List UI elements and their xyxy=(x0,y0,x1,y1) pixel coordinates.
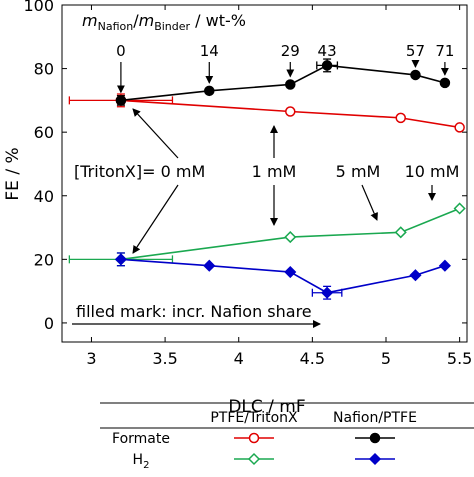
series-line xyxy=(120,207,460,261)
data-point xyxy=(247,452,261,466)
data-point xyxy=(284,265,297,279)
x-tick-label: 5.5 xyxy=(447,349,472,368)
x-axis-label: DLC / mF xyxy=(228,397,305,417)
data-point xyxy=(409,269,422,282)
y-axis-label: FE / % xyxy=(3,147,23,200)
data-point xyxy=(438,259,451,272)
header-sub1: Nafion xyxy=(98,20,134,33)
data-point xyxy=(248,432,260,444)
nafion-share-header: mNafion/mBinder / wt-% xyxy=(82,11,246,33)
data-point xyxy=(368,452,382,466)
nafion-percent-label: 71 xyxy=(435,42,454,60)
data-point xyxy=(203,259,216,272)
data-point xyxy=(369,432,381,444)
series-line xyxy=(120,64,446,102)
data-point xyxy=(394,226,407,239)
y-tick-label: 0 xyxy=(44,314,54,333)
nafion-percent-label: 29 xyxy=(281,42,300,60)
y-tick-label: 100 xyxy=(23,0,54,15)
y-tick-label: 40 xyxy=(34,187,54,206)
nafion-percent-label: 14 xyxy=(200,42,219,60)
data-point xyxy=(284,231,297,244)
filled-mark-note: filled mark: incr. Nafion share xyxy=(76,302,312,321)
legend-row-h2: H2 xyxy=(133,452,150,471)
tritonx-5mm-label: 5 mM xyxy=(336,162,381,181)
y-tick-label: 20 xyxy=(34,250,54,269)
series-formate-ptfe-tritonx xyxy=(115,95,465,133)
legend-col-ptfe-tritonx: PTFE/TritonX xyxy=(210,410,298,426)
data-point xyxy=(410,69,421,81)
legend-row-formate: Formate xyxy=(112,431,170,447)
series-line xyxy=(120,99,460,129)
data-point xyxy=(321,286,334,299)
data-point xyxy=(285,106,296,117)
tritonx-1mm-label: 1 mM xyxy=(252,162,297,181)
legend-col-nafion-ptfe: Nafion/PTFE xyxy=(333,410,417,426)
header-unit: / wt-% xyxy=(190,11,246,30)
arrow-0mm-to-h2 xyxy=(132,184,179,254)
data-point xyxy=(204,85,215,97)
header-slash: / xyxy=(133,11,139,30)
data-point xyxy=(321,60,333,71)
y-axis: 0 20 40 60 80 100 xyxy=(23,0,467,333)
data-point xyxy=(285,79,296,90)
legend-markers xyxy=(234,432,395,466)
data-point xyxy=(439,77,451,89)
annotation-arrows xyxy=(72,108,436,328)
x-tick-label: 5 xyxy=(381,349,391,368)
legend: PTFE/TritonX Nafion/PTFE Formate H2 xyxy=(100,402,474,471)
y-tick-label: 80 xyxy=(34,60,54,79)
tritonx-10mm-label: 10 mM xyxy=(405,162,460,181)
header-m2: m xyxy=(139,11,155,30)
data-point xyxy=(115,95,127,106)
plot-frame xyxy=(61,4,468,343)
tritonx-0mm-label: [TritonX]= 0 mM xyxy=(74,162,205,181)
series-h2-nafion-ptfe xyxy=(114,253,451,299)
data-point xyxy=(114,253,127,266)
y-tick-label: 60 xyxy=(34,123,54,142)
header-sub2: Binder xyxy=(154,20,190,33)
legend-h2-subscript: 2 xyxy=(143,460,149,471)
arrow-5mm-to-h2 xyxy=(361,184,378,221)
legend-h2-letter: H xyxy=(133,452,144,468)
x-axis: 3 3.5 4 4.5 5 5.5 xyxy=(86,5,472,368)
x-tick-label: 4.5 xyxy=(300,349,325,368)
series-h2-ptfe-tritonx xyxy=(114,202,466,266)
series-line xyxy=(120,258,446,294)
data-point xyxy=(454,122,465,133)
series-formate-nafion-ptfe xyxy=(115,60,451,106)
series-layer xyxy=(114,60,466,299)
arrow-0mm-to-formate xyxy=(132,108,179,159)
x-tick-label: 3.5 xyxy=(152,349,177,368)
nafion-percent-label: 43 xyxy=(318,42,337,60)
x-tick-label: 3 xyxy=(86,349,96,368)
nafion-percent-label: 0 xyxy=(116,42,126,60)
header-m1: m xyxy=(82,11,98,30)
x-tick-label: 4 xyxy=(234,349,244,368)
data-point xyxy=(395,112,406,124)
nafion-percentage-labels: 0 14 29 43 57 71 xyxy=(116,42,454,94)
nafion-percent-label: 57 xyxy=(406,42,425,60)
data-point xyxy=(453,202,466,215)
